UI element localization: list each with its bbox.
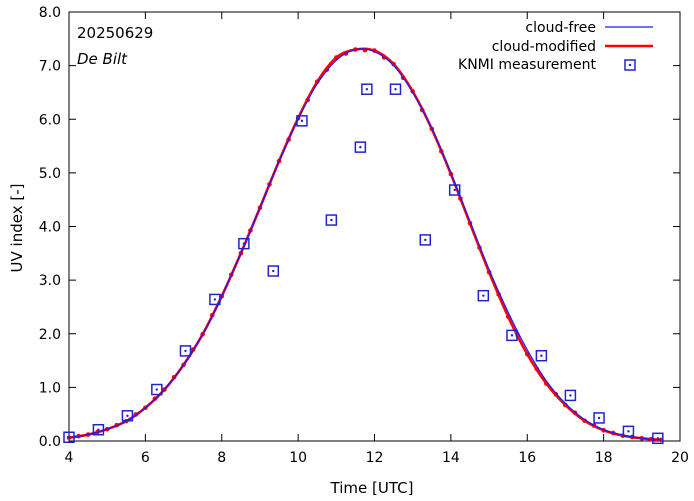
knmi-measurement-marker-dot [394, 88, 397, 91]
knmi-measurement-marker [622, 425, 635, 438]
knmi-measurement-marker [151, 383, 163, 396]
knmi-measurement-marker [267, 265, 280, 277]
knmi-measurement-marker-dot [242, 242, 246, 245]
y-tick-label: 1.0 [39, 380, 61, 396]
knmi-measurement-marker-dot [656, 437, 660, 440]
knmi-measurement-marker-dot [597, 416, 601, 420]
x-tick-label: 20 [671, 450, 689, 466]
knmi-measurement-marker [448, 184, 461, 196]
x-tick-label: 12 [366, 450, 384, 466]
knmi-measurement-marker-dot [627, 430, 630, 433]
y-tick-label: 8.0 [39, 5, 61, 21]
knmi-measurement-marker [389, 83, 402, 95]
knmi-measurement-marker-dot [365, 88, 369, 91]
x-tick-label: 8 [217, 450, 226, 466]
knmi-measurement-marker-dot [453, 188, 456, 192]
cloud-modified-point [553, 392, 559, 397]
legend: cloud-free cloud-modified KNMI measureme… [458, 20, 653, 73]
y-tick-label: 4.0 [39, 220, 61, 236]
knmi-measurement-marker-dot [126, 414, 129, 417]
knmi-measurement-marker-dot [213, 298, 217, 301]
knmi-measurement-marker [506, 329, 518, 342]
x-tick-label: 16 [518, 450, 536, 466]
knmi-measurement-marker-dot [67, 436, 71, 439]
knmi-measurement-marker-dot [97, 428, 100, 431]
knmi-measurement-marker [238, 237, 250, 250]
knmi-measurement-marker-dot [184, 349, 187, 353]
legend-label-cloud-modified: cloud-modified [492, 39, 596, 55]
plot-frame [68, 11, 681, 442]
y-axis-label: UV index [-] [8, 184, 26, 273]
knmi-measurement-marker [419, 234, 432, 246]
x-tick-label: 14 [442, 450, 460, 466]
legend-label-knmi-measurement: KNMI measurement [458, 57, 596, 73]
y-tick-label: 2.0 [39, 327, 61, 343]
x-tick-label: 18 [595, 450, 613, 466]
knmi-measurement-marker [361, 83, 373, 95]
series-layer [63, 47, 664, 445]
series-line-cloud-free [68, 48, 661, 441]
knmi-measurement-marker-dot [300, 119, 304, 123]
plot-frame-layer [68, 11, 681, 442]
x-tick-label: 10 [289, 450, 307, 466]
series-line-cloud-modified [68, 47, 662, 442]
knmi-measurement-marker [564, 389, 577, 402]
y-tick-label: 6.0 [39, 112, 61, 128]
knmi-measurement-marker [652, 432, 664, 445]
knmi-measurement-marker [535, 349, 548, 362]
x-tick-label: 4 [65, 450, 74, 466]
y-tick-label: 3.0 [39, 273, 61, 289]
knmi-measurement-marker [92, 423, 105, 436]
y-tick-label: 5.0 [39, 166, 61, 182]
axis-ticks-layer: 4 6 8 10 12 14 16 18 20 0.0 1.0 2.0 3.0 4.0 5.0 6.0 7.0 8… [39, 5, 689, 466]
legend-label-cloud-free: cloud-free [525, 20, 596, 36]
legend-swatch-knmi-measurement-dot [628, 63, 632, 67]
knmi-measurement-marker-dot [359, 145, 362, 149]
knmi-measurement-marker [209, 293, 221, 306]
knmi-measurement-marker [325, 214, 338, 226]
knmi-measurement-marker-dot [540, 354, 543, 357]
y-tick-label: 0.0 [39, 434, 61, 450]
knmi-measurement-marker [593, 412, 605, 424]
date-label: 20250629 [77, 24, 153, 42]
knmi-measurement-marker-dot [510, 334, 514, 337]
knmi-measurement-marker [477, 289, 490, 302]
knmi-measurement-marker-dot [482, 294, 485, 297]
legend-swatch-knmi-measurement [624, 59, 636, 71]
knmi-measurement-marker [179, 345, 192, 357]
knmi-measurement-marker-dot [272, 269, 275, 273]
x-tick-label: 6 [141, 450, 150, 466]
knmi-measurement-marker [63, 431, 75, 443]
x-axis-label: Time [UTC] [330, 479, 414, 497]
knmi-measurement-marker-dot [424, 238, 427, 242]
knmi-measurement-marker-dot [155, 388, 159, 391]
knmi-measurement-marker [354, 141, 367, 153]
location-label: De Bilt [77, 50, 128, 68]
y-tick-label: 7.0 [39, 59, 61, 75]
knmi-measurement-marker-dot [330, 218, 333, 222]
knmi-measurement-marker-dot [569, 394, 572, 397]
knmi-measurement-marker [121, 410, 134, 422]
knmi-measurement-marker [296, 115, 308, 127]
